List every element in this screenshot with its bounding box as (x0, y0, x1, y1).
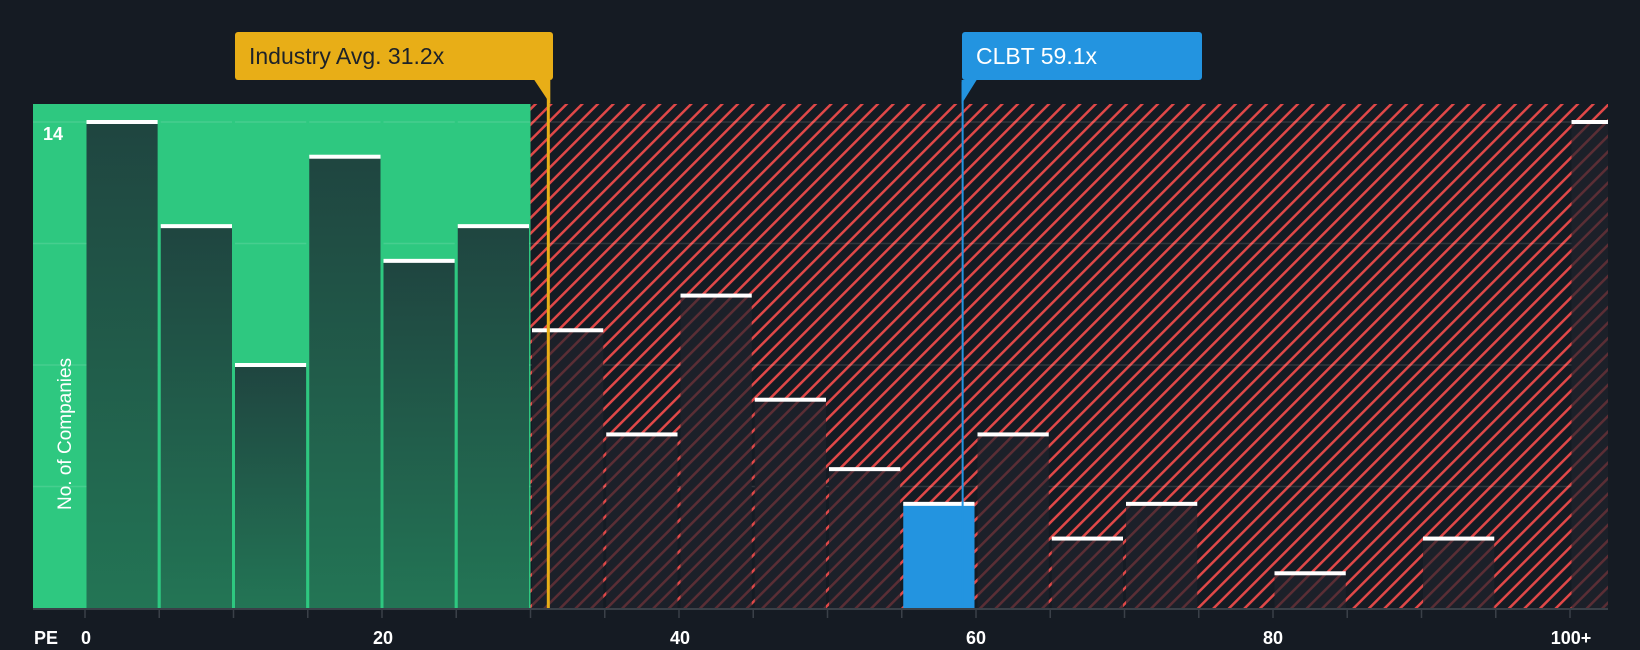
histogram-bar (1274, 573, 1346, 608)
bar-cap (309, 154, 381, 159)
bar-cap (160, 224, 232, 229)
bar-cap (680, 293, 752, 298)
x-tick-label: 60 (965, 628, 987, 648)
bar-cap (754, 397, 826, 402)
bar-cap (86, 120, 158, 124)
bar-cap (1423, 536, 1495, 541)
bar-cap (903, 501, 975, 506)
bar-cap (1126, 501, 1198, 506)
x-axis (33, 608, 1608, 618)
histogram-bar (680, 295, 752, 608)
bar-cap (457, 224, 529, 229)
histogram-bar (383, 260, 455, 608)
company-bar (903, 503, 975, 608)
histogram-bar (457, 226, 529, 608)
histogram-bar (86, 122, 158, 608)
bar-cap (235, 363, 307, 367)
marker-lines (534, 80, 977, 608)
y-axis-label: No. of Companies (55, 357, 76, 510)
bar-cap (606, 432, 678, 437)
x-tick-label: 20 (372, 628, 394, 648)
histogram-bar (606, 434, 678, 608)
y-tick-max: 14 (43, 124, 64, 144)
bars (86, 116, 1608, 608)
histogram-bar (1126, 503, 1198, 608)
x-tick-label: 40 (669, 628, 691, 648)
industry-average-callout: Industry Avg. 31.2x (235, 32, 553, 80)
histogram-bar (309, 156, 381, 608)
histogram-bar (977, 434, 1049, 608)
bar-cap (383, 258, 455, 263)
bar-cap (532, 328, 604, 333)
x-tick-label: 100+ (1550, 628, 1592, 648)
histogram-bar (1571, 122, 1608, 608)
histogram-bar (754, 399, 826, 608)
bar-cap (977, 432, 1049, 437)
histogram-bar (235, 365, 307, 608)
histogram-bar (532, 330, 604, 608)
histogram-bar (1423, 538, 1495, 608)
bar-cap (1051, 536, 1123, 541)
company-pe-callout: CLBT 59.1x (962, 32, 1202, 80)
x-axis-unit: PE (34, 628, 59, 648)
bar-cap (829, 467, 901, 472)
histogram-bar (1051, 538, 1123, 608)
x-tick-label: 0 (80, 628, 92, 648)
histogram-bar (160, 226, 232, 608)
histogram-bar (829, 469, 901, 608)
bar-cap (1274, 571, 1346, 576)
bar-cap (1571, 120, 1608, 124)
x-tick-label: 80 (1262, 628, 1284, 648)
